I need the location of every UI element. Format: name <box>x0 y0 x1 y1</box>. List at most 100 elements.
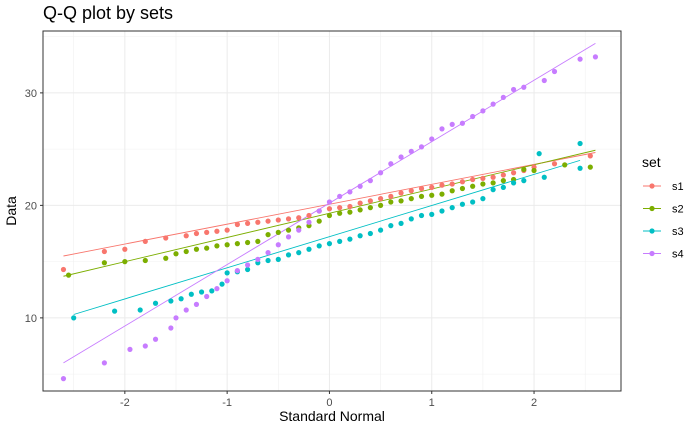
point-s2 <box>183 248 189 255</box>
point-s3 <box>219 281 225 287</box>
point-s2 <box>490 180 496 186</box>
point-s1 <box>183 233 189 239</box>
point-s4 <box>388 161 394 167</box>
point-s3 <box>490 187 496 193</box>
point-s3 <box>388 223 394 229</box>
point-s4 <box>551 68 558 75</box>
point-s4 <box>429 136 435 142</box>
point-s3 <box>71 315 77 321</box>
point-s3 <box>112 308 118 314</box>
point-s3 <box>188 291 194 297</box>
point-s2 <box>367 205 373 211</box>
point-s4 <box>577 56 583 62</box>
legend-label-s4: s4 <box>672 249 684 261</box>
point-s3 <box>480 196 486 202</box>
point-s4 <box>234 268 240 274</box>
point-s2 <box>377 202 384 208</box>
point-s2 <box>265 232 271 238</box>
point-s3 <box>285 252 292 258</box>
point-s1 <box>357 200 363 206</box>
qq-line-s3 <box>73 159 581 315</box>
point-s3 <box>209 288 215 294</box>
point-s2 <box>234 241 240 247</box>
point-s4 <box>398 154 404 160</box>
y-axis-title: Data <box>3 196 19 226</box>
point-s2 <box>245 239 251 246</box>
point-s4 <box>510 86 517 93</box>
point-s4 <box>377 170 384 176</box>
y-tick-label: 30 <box>25 88 37 100</box>
point-s3 <box>500 184 506 190</box>
chart-title: Q-Q plot by sets <box>43 3 174 23</box>
legend-label-s1: s1 <box>672 181 684 193</box>
point-s1 <box>60 266 67 273</box>
point-s2 <box>531 167 537 174</box>
point-s1 <box>470 176 476 183</box>
point-s3 <box>296 250 302 256</box>
point-s3 <box>137 307 143 313</box>
point-s1 <box>275 217 281 223</box>
point-s4 <box>168 325 174 331</box>
point-s4 <box>459 120 466 126</box>
legend-key-point-s2 <box>649 205 655 212</box>
point-s2 <box>562 162 568 168</box>
point-s2 <box>439 191 445 197</box>
point-s4 <box>306 219 312 225</box>
point-s2 <box>449 188 455 194</box>
point-s1 <box>500 172 506 178</box>
point-s3 <box>536 151 542 157</box>
point-s4 <box>418 144 425 150</box>
legend-label-s2: s2 <box>672 204 684 216</box>
point-s1 <box>490 174 496 180</box>
point-s3 <box>541 174 547 180</box>
point-s4 <box>490 101 496 107</box>
point-s2 <box>587 164 593 170</box>
point-s1 <box>255 219 261 225</box>
point-s1 <box>418 185 425 192</box>
point-s1 <box>459 179 466 185</box>
point-s3 <box>459 201 466 207</box>
point-s1 <box>245 220 251 226</box>
point-s1 <box>285 216 292 222</box>
point-s1 <box>306 212 312 219</box>
point-s2 <box>418 193 425 199</box>
point-s2 <box>480 181 486 187</box>
point-s4 <box>326 199 333 205</box>
point-s4 <box>214 286 220 292</box>
point-s3 <box>418 212 425 219</box>
point-s2 <box>459 185 466 192</box>
point-s3 <box>357 233 363 239</box>
point-s2 <box>326 212 333 219</box>
y-axis-ticks: 10 20 30 <box>25 88 43 325</box>
point-s4 <box>183 307 189 313</box>
point-s4 <box>337 193 343 199</box>
panel-background <box>43 31 621 391</box>
point-s4 <box>357 183 363 189</box>
legend-key-point-s3 <box>649 228 655 234</box>
point-s3 <box>510 180 517 186</box>
point-s4 <box>193 301 200 307</box>
point-s1 <box>429 184 435 190</box>
point-s2 <box>337 210 343 216</box>
point-s1 <box>367 198 373 204</box>
grid-lines <box>43 31 621 391</box>
point-s2 <box>500 178 506 184</box>
point-s1 <box>214 228 220 234</box>
point-s4 <box>296 227 302 233</box>
point-s2 <box>122 259 128 265</box>
point-s4 <box>245 262 251 268</box>
point-s3 <box>326 241 333 247</box>
point-s2 <box>101 260 107 266</box>
point-s1 <box>204 229 210 235</box>
point-s2 <box>408 196 414 202</box>
point-s4 <box>347 189 353 195</box>
point-s1 <box>551 161 558 167</box>
point-s4 <box>204 293 210 300</box>
point-s1 <box>449 181 455 187</box>
point-s3 <box>449 205 455 211</box>
point-s2 <box>347 209 353 215</box>
point-s2 <box>255 238 261 244</box>
point-s2 <box>398 198 404 204</box>
point-s2 <box>429 192 435 198</box>
point-s1 <box>193 230 200 237</box>
